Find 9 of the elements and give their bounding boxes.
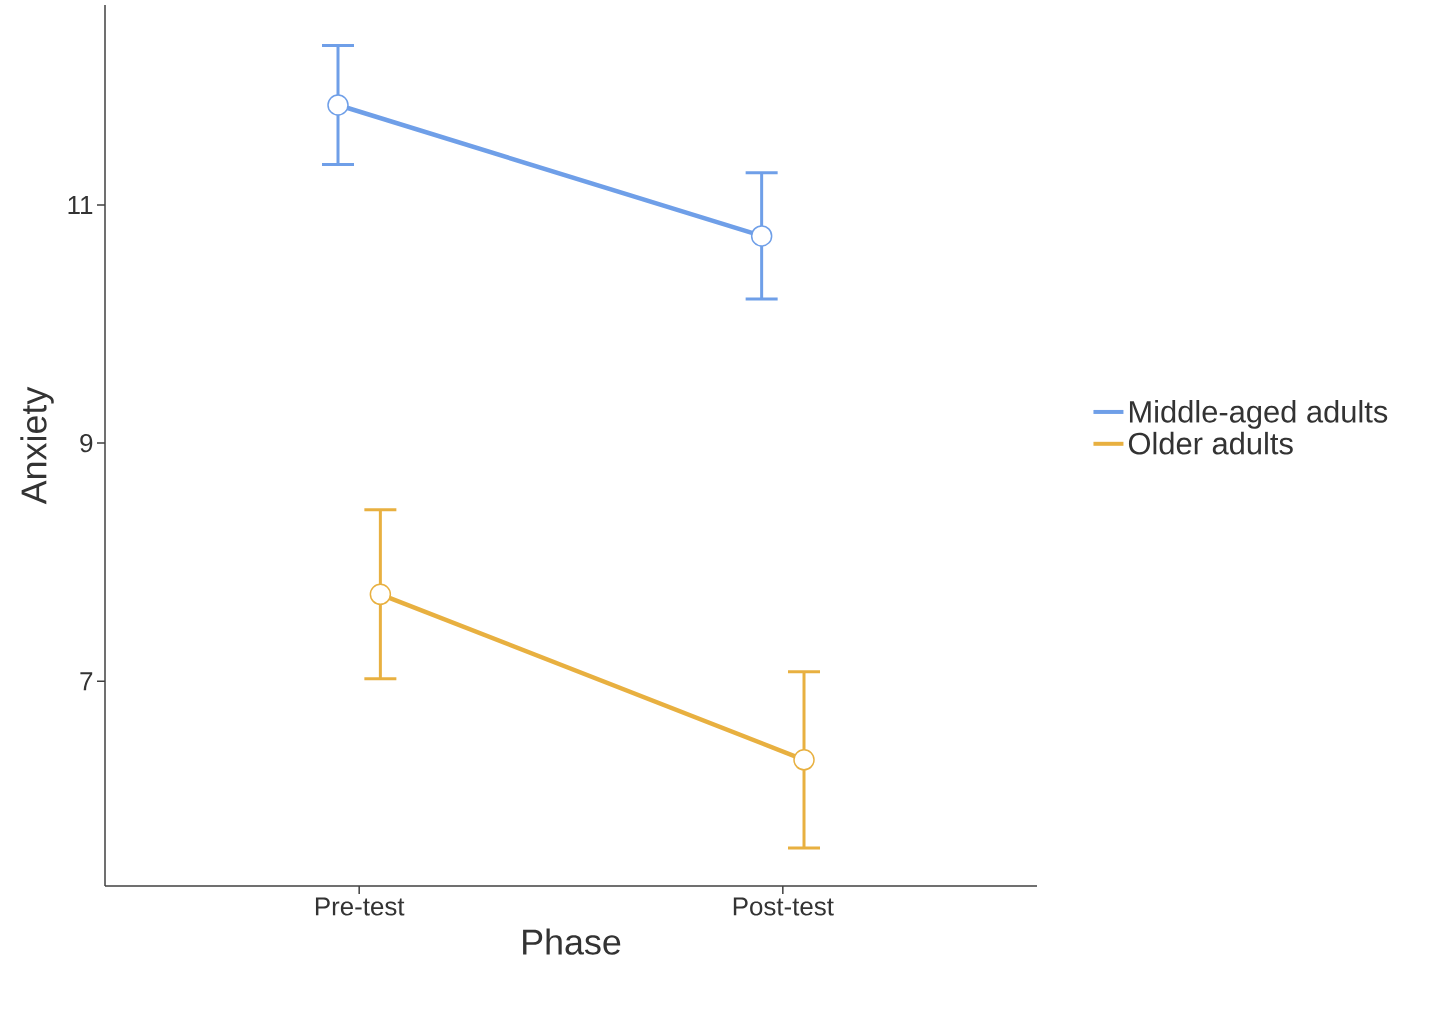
x-tick-label: Pre-test	[315, 897, 405, 916]
y-tick-label: 7	[80, 672, 93, 691]
y-tick-label: 9	[80, 433, 93, 453]
y-axis-title: Anxiety	[20, 386, 54, 505]
legend-label: Middle-aged adults	[1129, 400, 1388, 429]
legend-label: Older adults	[1128, 431, 1293, 455]
x-axis-title: Phase	[523, 928, 621, 955]
x-tick-label: Post-test	[733, 897, 834, 916]
y-tick-label: 11	[68, 196, 93, 214]
